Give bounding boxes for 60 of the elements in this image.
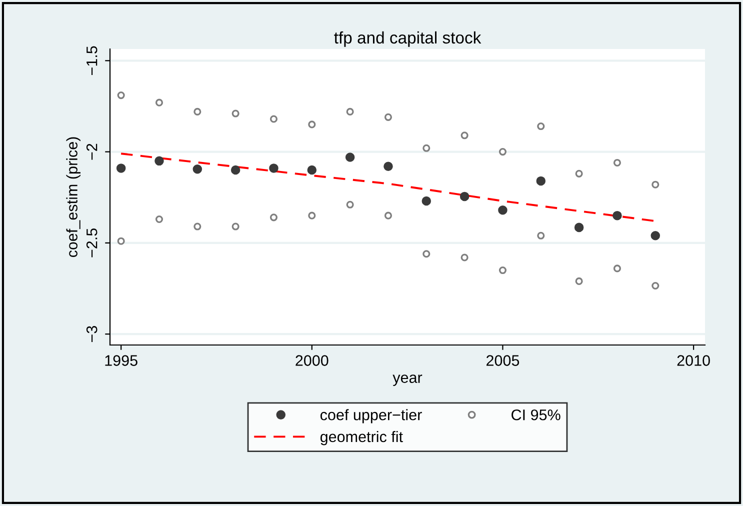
point bbox=[650, 231, 660, 240]
point bbox=[460, 254, 468, 262]
point bbox=[116, 164, 126, 173]
point bbox=[460, 192, 470, 202]
point bbox=[154, 156, 164, 166]
point bbox=[232, 222, 240, 230]
point bbox=[612, 210, 622, 220]
point bbox=[232, 110, 240, 118]
point bbox=[345, 152, 355, 162]
point bbox=[269, 164, 278, 173]
point bbox=[384, 113, 392, 121]
point bbox=[346, 108, 354, 116]
y-tick-label: −1.5 bbox=[86, 46, 98, 75]
point bbox=[652, 282, 660, 290]
point bbox=[384, 162, 393, 172]
point bbox=[537, 232, 545, 240]
point bbox=[498, 266, 507, 274]
point bbox=[422, 250, 430, 258]
point bbox=[194, 222, 202, 230]
point bbox=[574, 222, 584, 232]
point bbox=[270, 214, 278, 222]
y-tick-label: −2 bbox=[86, 144, 98, 160]
legend-label: CI 95% bbox=[512, 409, 560, 420]
x-tick-label: 2010 bbox=[677, 355, 710, 366]
point bbox=[307, 165, 317, 175]
legend-label: geometric fit bbox=[320, 430, 403, 446]
point bbox=[613, 264, 621, 272]
point bbox=[192, 164, 202, 174]
point bbox=[270, 115, 278, 123]
x-axis-title: year bbox=[392, 374, 422, 386]
point bbox=[460, 132, 468, 140]
x-tick-label: 2005 bbox=[486, 355, 520, 366]
chart-title: tfp and capital stock bbox=[334, 31, 482, 47]
point bbox=[652, 180, 660, 188]
point bbox=[346, 200, 354, 208]
point bbox=[155, 215, 164, 224]
point bbox=[422, 196, 432, 206]
point bbox=[498, 148, 507, 156]
point bbox=[613, 158, 621, 167]
line-series bbox=[120, 152, 656, 222]
point bbox=[575, 277, 583, 285]
point bbox=[537, 122, 545, 130]
point bbox=[536, 176, 546, 186]
point bbox=[308, 120, 316, 128]
point bbox=[575, 170, 583, 178]
point bbox=[422, 144, 430, 152]
point bbox=[384, 212, 392, 220]
x-tick-label: 1995 bbox=[105, 355, 138, 366]
point bbox=[117, 92, 125, 100]
point bbox=[230, 165, 240, 175]
x-tick-label: 2000 bbox=[296, 355, 328, 366]
point bbox=[194, 108, 202, 116]
y-tick-label: −2.5 bbox=[86, 228, 98, 258]
point bbox=[498, 205, 508, 215]
legend-label: coef upper−tier bbox=[320, 409, 422, 424]
point bbox=[117, 237, 125, 245]
point bbox=[308, 212, 316, 220]
y-axis-title: coef_estim (price) bbox=[66, 137, 80, 258]
point bbox=[155, 98, 164, 106]
y-tick-label: −3 bbox=[86, 326, 98, 342]
